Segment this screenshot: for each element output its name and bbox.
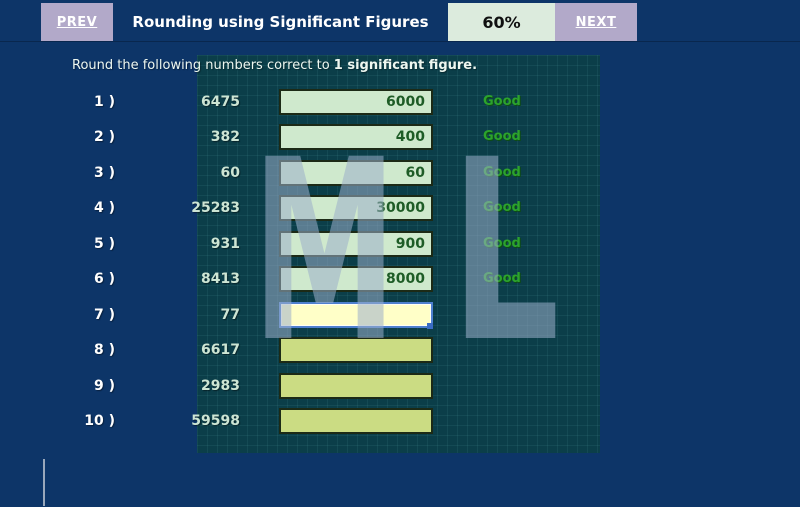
question-number: 1 )	[93, 93, 115, 110]
answer-input[interactable]	[279, 124, 433, 150]
answer-input[interactable]	[279, 88, 433, 115]
feedback-label: Good	[483, 129, 521, 144]
source-number: 2983	[201, 377, 240, 394]
question-number: 9 )	[93, 377, 115, 394]
question-number: 4 )	[93, 200, 115, 216]
text-cursor-line	[43, 459, 45, 506]
question-number: 2 )	[93, 129, 115, 145]
source-number: 77	[220, 306, 240, 323]
question-row: 4 ) 25283 Good	[0, 195, 800, 222]
progress-percentage: 60%	[448, 3, 555, 41]
answer-input[interactable]	[279, 195, 433, 221]
question-row: 10 ) 59598	[0, 408, 800, 435]
question-number: 7 )	[93, 306, 115, 323]
question-row: 3 ) 60 Good	[0, 159, 800, 187]
source-number: 382	[210, 129, 240, 145]
feedback-label: Good	[483, 235, 521, 251]
question-row: 2 ) 382 Good	[0, 124, 800, 151]
feedback-label: Good	[483, 271, 521, 286]
answer-input[interactable]	[279, 230, 433, 257]
instruction-prefix: Round the following numbers correct to	[72, 58, 334, 73]
top-navigation-bar: PREV Rounding using Significant Figures …	[0, 0, 800, 42]
feedback-label: Good	[483, 164, 521, 180]
source-number: 8413	[201, 271, 240, 287]
prev-button[interactable]: PREV	[41, 3, 113, 41]
question-row: 5 ) 931 Good	[0, 230, 800, 258]
question-row: 7 ) 77	[0, 301, 800, 329]
source-number: 25283	[191, 200, 240, 216]
question-row: 9 ) 2983	[0, 372, 800, 400]
question-row: 1 ) 6475 Good	[0, 88, 800, 116]
question-number: 10 )	[84, 413, 115, 429]
next-button[interactable]: NEXT	[555, 3, 637, 41]
answer-input[interactable]	[279, 337, 433, 363]
source-number: 59598	[191, 413, 240, 429]
question-row: 6 ) 8413 Good	[0, 266, 800, 293]
answer-input[interactable]	[279, 372, 433, 399]
feedback-label: Good	[483, 93, 521, 109]
question-row: 8 ) 6617	[0, 337, 800, 364]
answer-input[interactable]	[279, 301, 433, 328]
question-number: 3 )	[93, 164, 115, 181]
question-number: 6 )	[93, 271, 115, 287]
source-number: 6475	[201, 93, 240, 110]
source-number: 60	[220, 164, 240, 181]
answer-input[interactable]	[279, 408, 433, 434]
instruction-emphasis: 1 significant figure.	[333, 58, 478, 73]
input-resize-handle[interactable]	[427, 322, 433, 329]
page-title: Rounding using Significant Figures	[132, 13, 429, 31]
question-number: 8 )	[93, 342, 115, 358]
answer-input[interactable]	[279, 159, 433, 186]
feedback-label: Good	[483, 200, 521, 215]
answer-input[interactable]	[279, 266, 433, 292]
source-number: 6617	[201, 342, 240, 358]
instruction-text: Round the following numbers correct to 1…	[72, 58, 477, 73]
source-number: 931	[210, 235, 240, 252]
question-number: 5 )	[93, 235, 115, 252]
